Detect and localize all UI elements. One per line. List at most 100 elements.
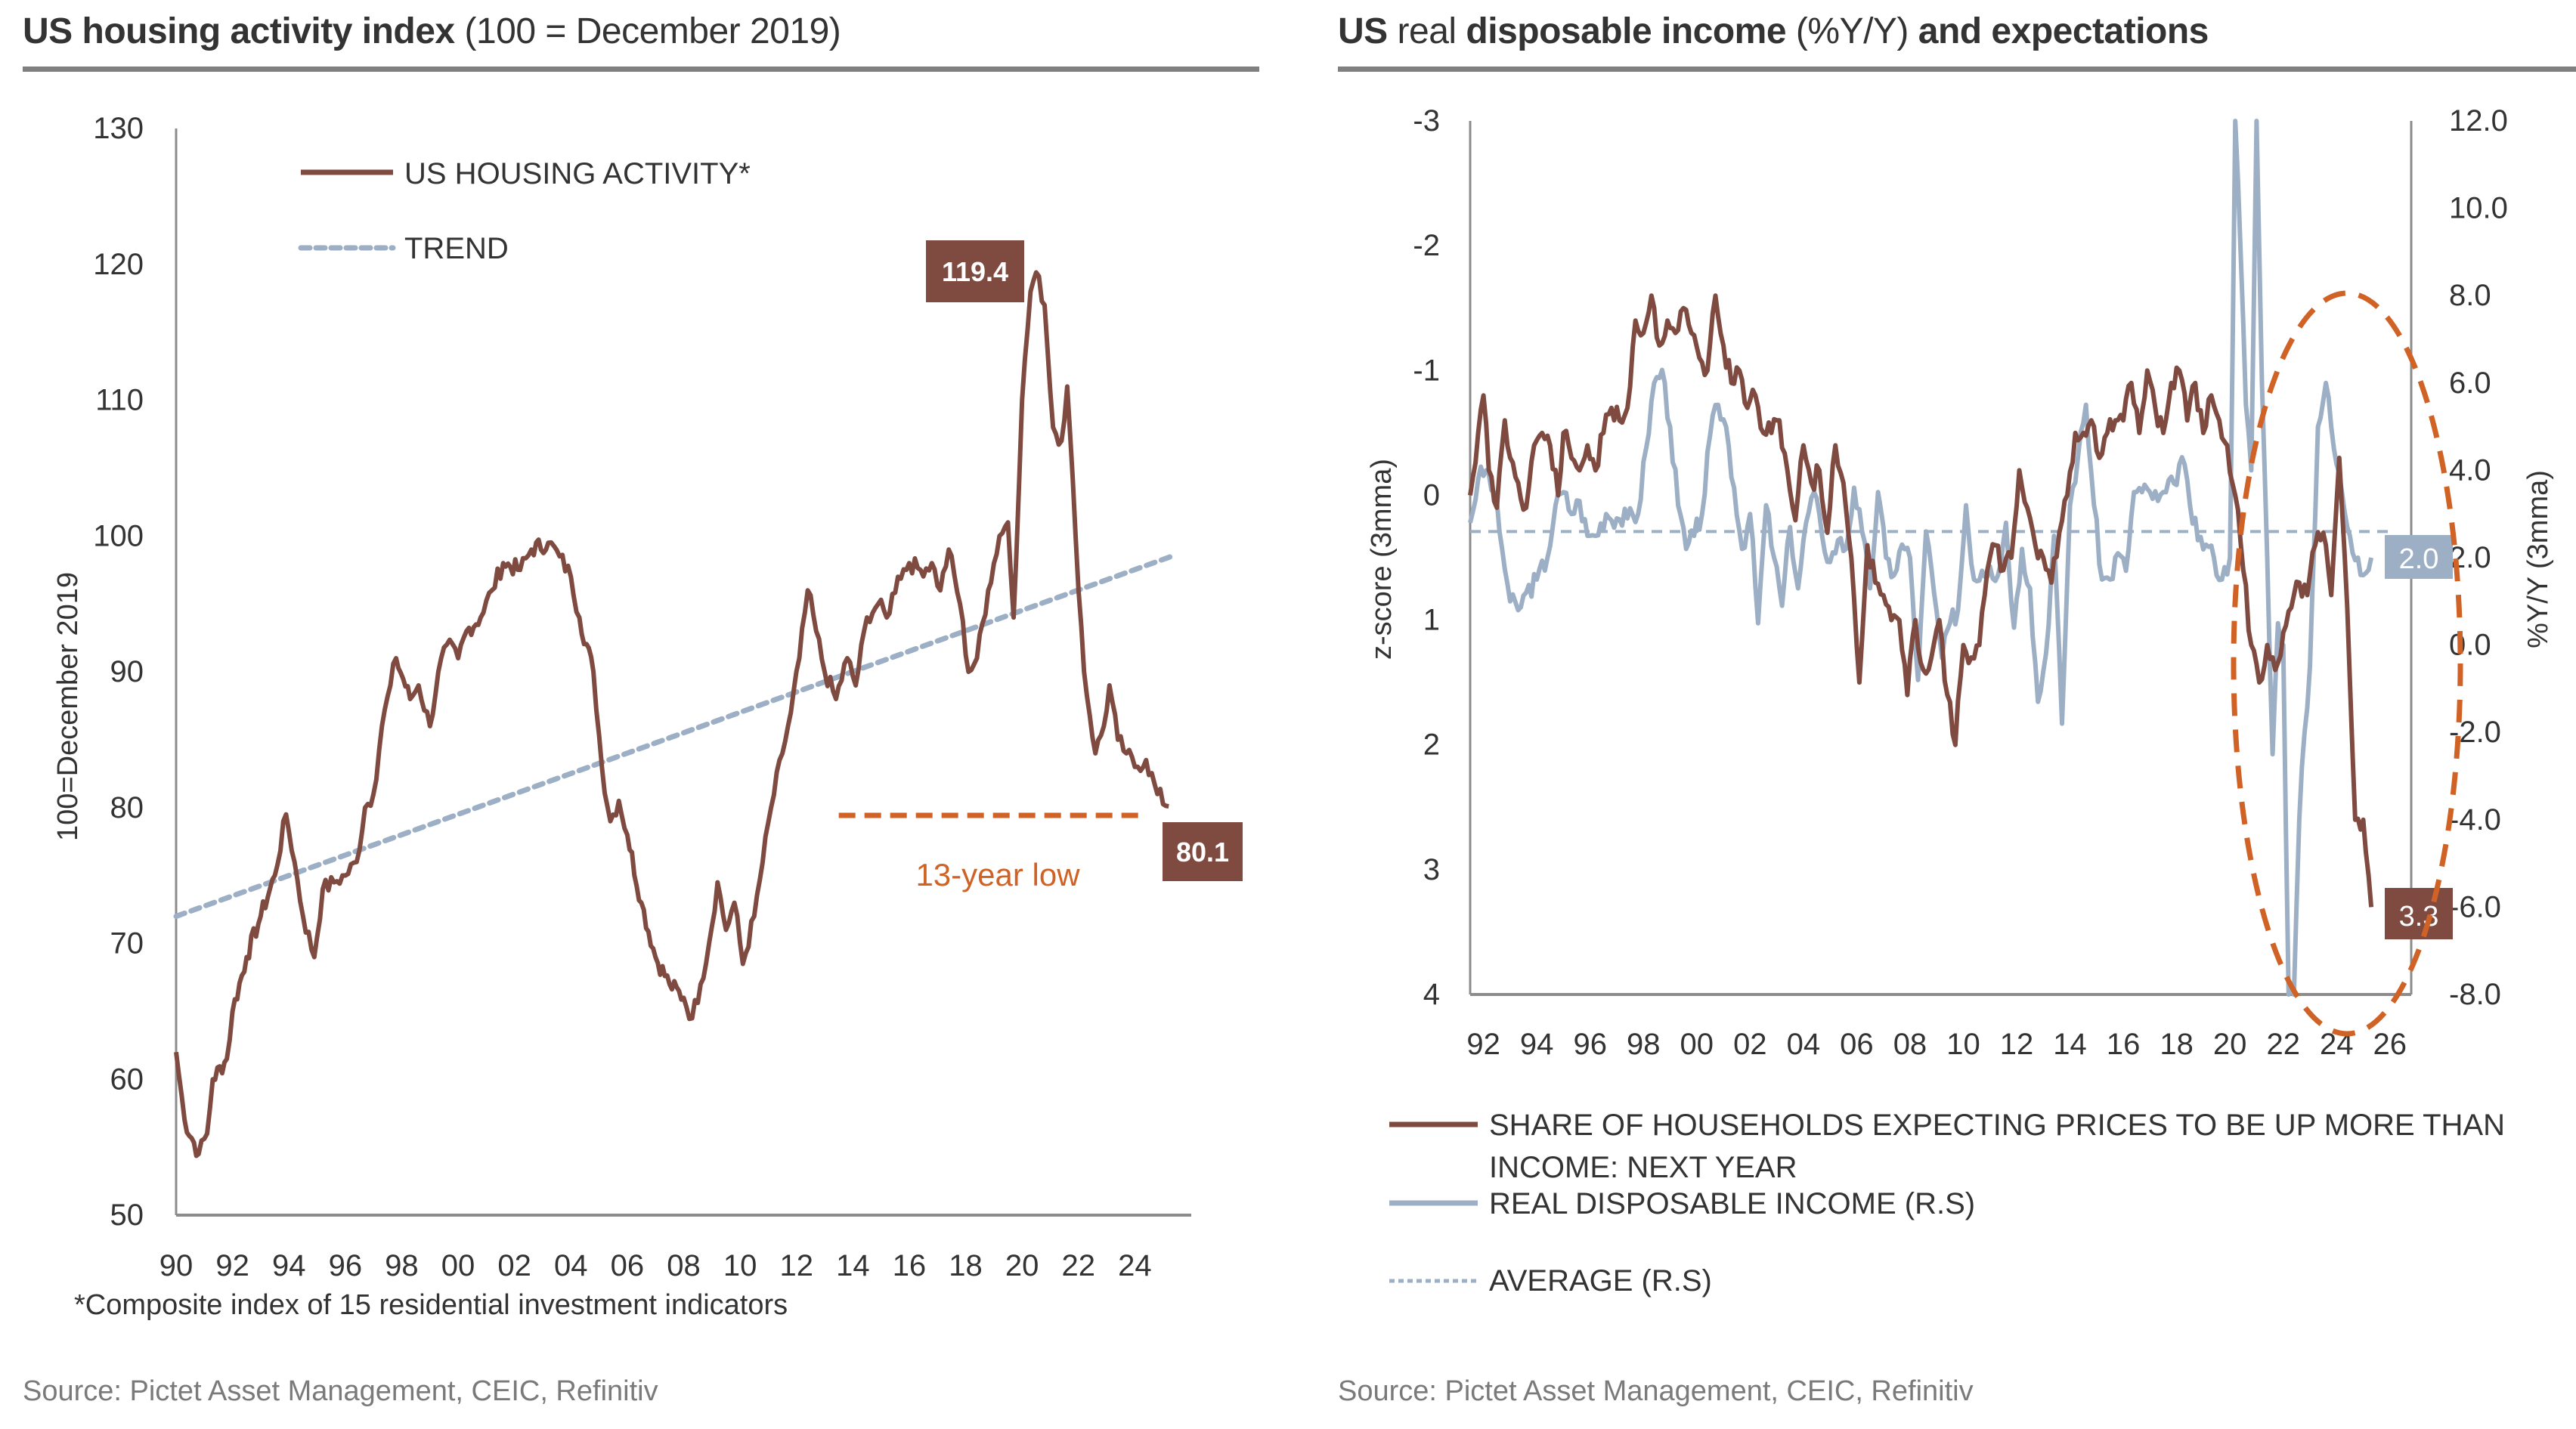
housing-activity-line — [174, 270, 1169, 1158]
left-chart-x-ticks: 90 92 94 96 98 00 02 04 06 08 10 12 14 16 18 20 22 24 — [159, 1249, 1152, 1282]
right-chart-left-y-axis-label: z-score (3mma) — [1366, 459, 1398, 660]
left-chart-x-tick-label: 20 — [1005, 1249, 1039, 1282]
left-chart-y-tick-label: 110 — [95, 384, 144, 417]
left-chart-x-tick-label: 92 — [215, 1249, 249, 1282]
left-chart-x-tick-label: 94 — [272, 1249, 306, 1282]
right-chart-source: Source: Pictet Asset Management, CEIC, R… — [1338, 1375, 1974, 1407]
rdi-latest-value-box — [2385, 535, 2453, 579]
right-chart-x-tick-label: 00 — [1680, 1028, 1714, 1061]
left-chart-x-tick-label: 08 — [667, 1249, 701, 1282]
latest-value-label: 80.1 — [1176, 837, 1229, 868]
right-chart-left-y-tick-label: 1 — [1423, 604, 1440, 637]
right-chart-title: US real disposable income (%Y/Y) and exp… — [1338, 11, 2209, 52]
right-chart-left-y-tick-label: -1 — [1413, 354, 1440, 387]
right-title-part-2: real — [1397, 11, 1457, 51]
left-chart-annotations: 119.4 80.1 13-year low — [838, 240, 1243, 892]
left-chart-y-tick-label: 50 — [110, 1199, 144, 1232]
left-chart-legend: US HOUSING ACTIVITY* TREND — [298, 157, 751, 265]
right-chart-x-tick-label: 12 — [2000, 1028, 2034, 1061]
right-chart-x-tick-label: 24 — [2320, 1028, 2354, 1061]
peak-value-label: 119.4 — [942, 256, 1008, 287]
left-chart-y-tick-label: 90 — [110, 655, 144, 688]
left-chart-x-tick-label: 18 — [949, 1249, 983, 1282]
legend-housing-label: US HOUSING ACTIVITY* — [404, 157, 751, 190]
left-chart-x-tick-label: 96 — [329, 1249, 363, 1282]
right-chart-left-y-tick-label: 2 — [1423, 728, 1440, 762]
right-chart-right-y-tick-label: 10.0 — [2449, 192, 2508, 225]
right-chart-legend: SHARE OF HOUSEHOLDS EXPECTING PRICES TO … — [1389, 1109, 2505, 1298]
right-title-rule — [1338, 67, 2576, 72]
right-chart-x-tick-label: 06 — [1840, 1028, 1874, 1061]
right-chart-right-y-ticks: 12.0 10.0 8.0 6.0 4.0 2.0 0.0 -2.0 -4.0 -6.0 -8.0 — [2449, 104, 2508, 1011]
right-chart-x-tick-label: 16 — [2107, 1028, 2141, 1061]
left-chart-y-tick-label: 70 — [110, 927, 144, 960]
latest-value-box — [1163, 822, 1243, 881]
left-chart-source: Source: Pictet Asset Management, CEIC, R… — [23, 1375, 658, 1407]
right-chart-x-tick-label: 02 — [1733, 1028, 1767, 1061]
right-chart-x-tick-label: 14 — [2053, 1028, 2087, 1061]
right-chart-left-y-tick-label: 4 — [1423, 978, 1440, 1011]
left-chart-x-tick-label: 00 — [441, 1249, 475, 1282]
right-chart-right-y-tick-label: 4.0 — [2449, 453, 2491, 487]
left-chart-y-ticks: 50 60 70 80 90 100 110 120 130 — [93, 112, 144, 1232]
left-chart-title-light: (100 = December 2019) — [464, 11, 841, 51]
right-chart-right-y-tick-label: 12.0 — [2449, 104, 2508, 138]
right-chart-x-ticks: 92 94 96 98 00 02 04 06 08 10 12 14 16 18 20 22 24 26 — [1466, 1028, 2407, 1061]
left-chart-x-tick-label: 10 — [723, 1249, 757, 1282]
rdi-latest-value-label: 2.0 — [2399, 543, 2439, 575]
thirteen-year-low-label: 13-year low — [915, 857, 1080, 892]
right-chart-x-tick-label: 94 — [1520, 1028, 1554, 1061]
right-title-part-3: disposable income — [1466, 11, 1787, 51]
right-chart-right-y-tick-label: 6.0 — [2449, 367, 2491, 400]
right-chart-left-y-tick-label: -2 — [1413, 229, 1440, 262]
left-chart-y-tick-label: 130 — [93, 112, 144, 145]
left-chart-y-tick-label: 120 — [93, 248, 144, 281]
right-chart-left-y-tick-label: 3 — [1423, 853, 1440, 886]
right-chart-x-tick-label: 26 — [2373, 1028, 2407, 1061]
right-chart-x-tick-label: 98 — [1627, 1028, 1661, 1061]
right-chart-right-y-tick-label: 8.0 — [2449, 279, 2491, 312]
right-chart-axes — [1469, 121, 2413, 996]
left-chart-y-tick-label: 80 — [110, 791, 144, 824]
left-chart-footnote: *Composite index of 15 residential inves… — [74, 1289, 788, 1321]
right-chart-x-tick-label: 08 — [1893, 1028, 1927, 1061]
legend-expectation-label-line-1: SHARE OF HOUSEHOLDS EXPECTING PRICES TO … — [1489, 1109, 2505, 1142]
right-chart-left-y-tick-label: 0 — [1423, 478, 1440, 512]
right-chart-right-y-tick-label: 2.0 — [2449, 541, 2491, 574]
left-chart-x-tick-label: 24 — [1118, 1249, 1152, 1282]
left-chart-title-bold: US housing activity index — [23, 11, 455, 51]
real-disposable-income-line — [1468, 119, 2374, 997]
right-chart-x-tick-label: 22 — [2266, 1028, 2300, 1061]
peak-value-box — [926, 240, 1024, 302]
left-chart-x-tick-label: 22 — [1062, 1249, 1096, 1282]
expectation-latest-value-label: 3.3 — [2399, 901, 2439, 933]
right-chart-series — [1468, 119, 2395, 997]
right-chart-right-y-tick-label: -2.0 — [2449, 716, 2501, 749]
right-chart-x-tick-label: 04 — [1787, 1028, 1821, 1061]
left-chart-y-axis-label: 100=December 2019 — [52, 572, 84, 841]
right-chart-left-y-ticks: -3 -2 -1 0 1 2 3 4 — [1413, 104, 1440, 1011]
left-chart-x-tick-label: 16 — [893, 1249, 927, 1282]
expectation-latest-value-box — [2385, 888, 2453, 939]
right-chart-annotations: 2.0 3.3 — [2231, 290, 2463, 1037]
legend-rdi-label: REAL DISPOSABLE INCOME (R.S) — [1489, 1187, 1975, 1220]
right-title-part-4: (%Y/Y) — [1795, 11, 1909, 51]
left-title-rule — [23, 67, 1259, 72]
left-chart-series — [173, 270, 1175, 1158]
left-chart-x-tick-label: 12 — [779, 1249, 813, 1282]
right-title-part-1: US — [1338, 11, 1388, 51]
legend-trend-label: TREND — [404, 232, 509, 265]
trend-line — [173, 553, 1175, 920]
right-chart-x-tick-label: 92 — [1466, 1028, 1500, 1061]
right-chart-x-tick-label: 20 — [2213, 1028, 2247, 1061]
left-chart-x-tick-label: 04 — [554, 1249, 588, 1282]
left-chart-x-tick-label: 06 — [611, 1249, 645, 1282]
right-chart-right-y-tick-label: -8.0 — [2449, 978, 2501, 1011]
right-chart-right-y-tick-label: 0.0 — [2449, 629, 2491, 662]
left-chart-y-tick-label: 100 — [93, 519, 144, 552]
left-chart-x-tick-label: 02 — [497, 1249, 531, 1282]
legend-expectation-label-line-2: INCOME: NEXT YEAR — [1489, 1151, 1797, 1184]
right-chart-x-tick-label: 18 — [2160, 1028, 2194, 1061]
right-chart-left-y-tick-label: -3 — [1413, 104, 1440, 138]
left-chart-axes — [175, 128, 1191, 1217]
